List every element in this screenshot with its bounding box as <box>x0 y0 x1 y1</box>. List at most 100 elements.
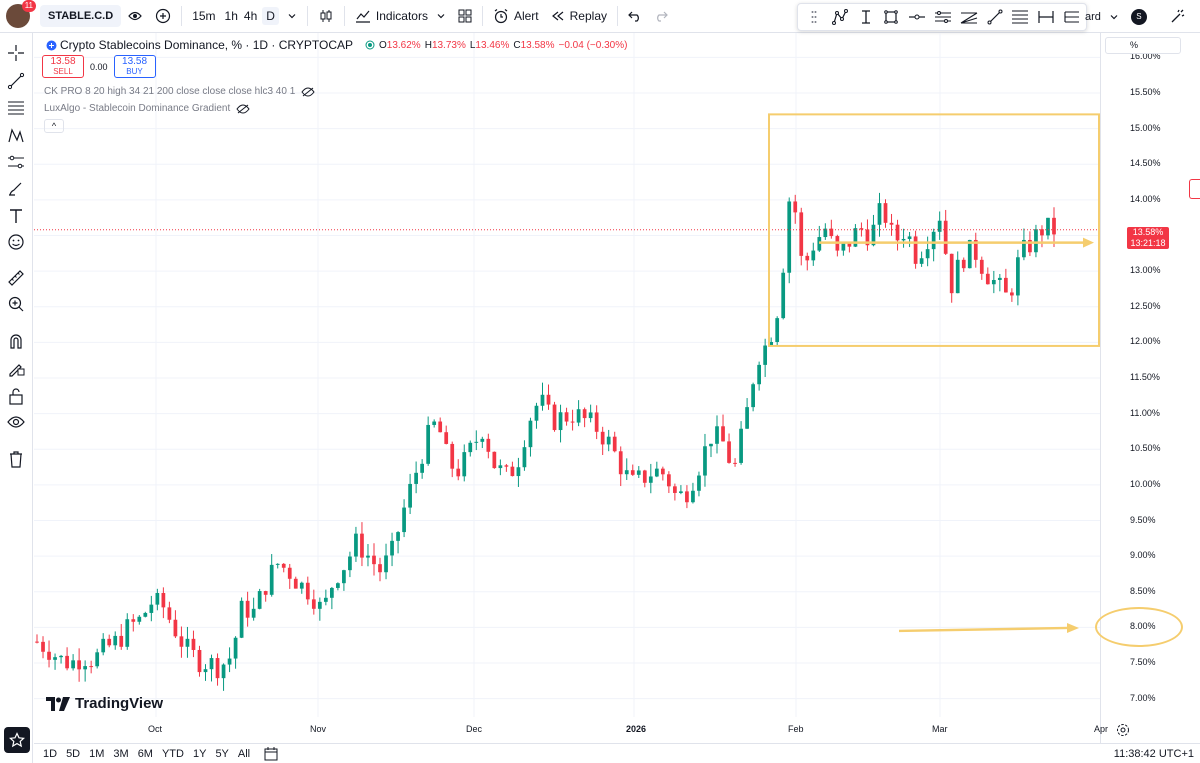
timeframe-1h[interactable]: 1h <box>224 9 238 23</box>
range-all[interactable]: All <box>237 747 251 760</box>
unlock-icon[interactable] <box>5 385 27 407</box>
divider <box>617 6 618 26</box>
layouts-grid-icon[interactable] <box>452 0 478 33</box>
path-tool-icon[interactable] <box>828 5 852 29</box>
price-tick-label: 11.00% <box>1130 407 1160 418</box>
candle-up <box>149 604 154 613</box>
chart-pane[interactable] <box>34 33 1100 743</box>
candlestick-chart[interactable] <box>34 33 1100 743</box>
timeframe-4h[interactable]: 4h <box>243 9 258 23</box>
magic-wand-icon[interactable] <box>1169 9 1185 25</box>
watchlist-eye-icon[interactable] <box>121 0 149 33</box>
price-unit-label[interactable]: % <box>1105 37 1181 54</box>
time-axis[interactable]: Oct Nov Dec 2026 Feb Mar Apr <box>34 717 1108 743</box>
text-tool-icon[interactable] <box>5 205 27 227</box>
candle-up <box>137 616 142 622</box>
range-5d[interactable]: 5D <box>66 747 81 760</box>
zoom-in-icon[interactable] <box>5 293 27 315</box>
indicator-luxalgo[interactable]: LuxAlgo - Stablecoin Dominance Gradient <box>44 103 250 114</box>
compare-add-icon[interactable] <box>149 0 177 33</box>
range-6m[interactable]: 6M <box>137 747 153 760</box>
range-1y[interactable]: 1Y <box>192 747 207 760</box>
candle-up <box>143 612 148 617</box>
trade-buttons: 13.58 SELL 0.00 13.58 BUY <box>42 55 156 78</box>
indicator-ck-pro[interactable]: CK PRO 8 20 high 34 21 200 close close c… <box>44 86 315 97</box>
timeframe-d-active[interactable]: D <box>262 7 279 25</box>
horizontal-line-icon[interactable] <box>905 5 929 29</box>
emoji-icon[interactable] <box>5 231 27 253</box>
undo-icon[interactable] <box>622 0 648 33</box>
candle-up <box>257 591 262 609</box>
candle-down <box>721 426 725 442</box>
layout-chevron-down-icon[interactable] <box>1109 12 1119 22</box>
visibility-eye-icon[interactable] <box>5 411 27 433</box>
timeframe-15m[interactable]: 15m <box>192 9 216 23</box>
redo-icon[interactable] <box>648 0 674 33</box>
magnet-icon[interactable] <box>5 330 27 352</box>
symbol-title[interactable]: Crypto Stablecoins Dominance, % · 1D · C… <box>60 38 353 52</box>
lock-drawing-icon[interactable] <box>5 357 27 379</box>
range-5y[interactable]: 5Y <box>215 747 229 760</box>
candle-up <box>209 658 214 670</box>
price-axis[interactable]: 7.00% 7.50% 8.00% 8.50% 9.00% 9.50% 10.00% 10.5… <box>1095 33 1200 743</box>
candle-down <box>727 441 731 463</box>
parallel-channel-icon[interactable] <box>931 5 955 29</box>
date-range-icon[interactable] <box>1034 5 1058 29</box>
range-ytd[interactable]: YTD <box>161 747 184 760</box>
candle-down <box>281 563 286 568</box>
go-to-date-calendar-icon[interactable] <box>264 746 278 761</box>
range-1d[interactable]: 1D <box>43 747 58 760</box>
drag-handle-icon[interactable] <box>802 5 826 29</box>
alert-button[interactable]: Alert <box>487 0 545 33</box>
candle-down <box>504 465 509 467</box>
indicators-button[interactable]: Indicators <box>349 0 452 33</box>
favorites-star-icon[interactable] <box>4 727 30 753</box>
brush-tool-icon[interactable] <box>5 178 27 200</box>
candle-up <box>402 507 406 533</box>
replay-button[interactable]: Replay <box>545 0 613 33</box>
candle-up <box>299 582 304 589</box>
symbol-search-button[interactable]: STABLE.C.D <box>40 5 122 27</box>
legend-collapse-button[interactable]: ^ <box>44 119 64 133</box>
candle-down <box>733 462 737 464</box>
layout-name-partial[interactable]: ard <box>1085 10 1101 23</box>
candle-down <box>847 242 852 247</box>
candle-up <box>1022 239 1026 258</box>
sell-button[interactable]: 13.58 SELL <box>42 55 84 78</box>
candle-down <box>1003 277 1008 293</box>
ruler-icon[interactable] <box>5 267 27 289</box>
chart-settings-icon[interactable] <box>1116 723 1130 737</box>
candle-style-icon[interactable] <box>312 0 340 33</box>
candle-up <box>606 436 611 445</box>
open-value: 13.62% <box>386 39 421 51</box>
candle-up <box>323 597 328 602</box>
fib-tool-icon[interactable] <box>5 97 27 119</box>
user-s-avatar[interactable]: S <box>1130 8 1147 25</box>
utc-clock[interactable]: 11:38:42 UTC+1 <box>1113 747 1194 760</box>
user-avatar[interactable]: 11 <box>6 0 36 28</box>
rectangle-tool-icon[interactable] <box>879 5 903 29</box>
hidden-eye-icon[interactable] <box>301 87 315 97</box>
hidden-eye-icon[interactable] <box>236 104 250 114</box>
highlight-circle <box>1095 607 1183 648</box>
trash-icon[interactable] <box>5 448 27 470</box>
long-position-icon[interactable] <box>1060 5 1084 29</box>
crosshair-icon[interactable] <box>5 42 27 64</box>
sell-price: 13.58 <box>50 55 76 67</box>
trend-line-icon[interactable] <box>983 5 1007 29</box>
text-cursor-icon[interactable] <box>854 5 878 29</box>
forecasting-tool-icon[interactable] <box>5 151 27 173</box>
range-3m[interactable]: 3M <box>113 747 129 760</box>
timeframe-dropdown-chevron-icon[interactable] <box>281 0 303 33</box>
fib-retracement-icon[interactable] <box>1009 5 1033 29</box>
pattern-tool-icon[interactable] <box>5 125 27 147</box>
candle-down <box>161 592 166 608</box>
candle-up <box>317 601 322 609</box>
range-1m[interactable]: 1M <box>89 747 105 760</box>
buy-button[interactable]: 13.58 BUY <box>113 55 156 78</box>
fib-fan-icon[interactable] <box>957 5 981 29</box>
candle-up <box>348 556 352 571</box>
candle-up <box>1046 217 1050 236</box>
candle-up <box>715 426 719 444</box>
trend-line-tool-icon[interactable] <box>5 70 27 92</box>
